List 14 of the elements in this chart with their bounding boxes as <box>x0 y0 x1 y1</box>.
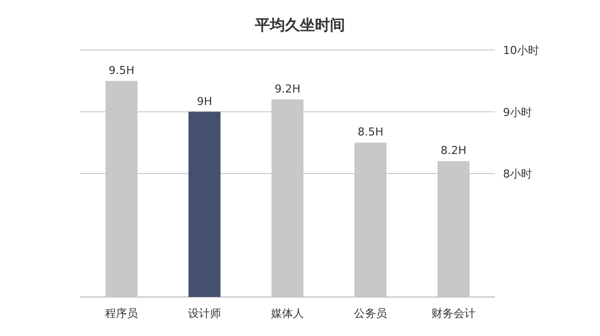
y-tick-label: 10小时 <box>503 44 539 57</box>
data-label: 9.5H <box>108 64 134 77</box>
x-tick-label: 程序员 <box>105 307 138 320</box>
data-label: 9H <box>196 94 212 108</box>
x-tick-label: 媒体人 <box>271 307 304 320</box>
chart-title: 平均久坐时间 <box>254 16 345 34</box>
x-tick-label: 公务员 <box>354 307 387 320</box>
y-tick-label: 8小时 <box>503 168 532 180</box>
x-tick-label: 设计师 <box>188 307 221 320</box>
data-label: 9.2H <box>274 82 300 96</box>
y-tick-label: 9小时 <box>503 106 532 119</box>
data-label: 8.2H <box>440 144 466 158</box>
x-tick-label: 财务会计 <box>432 307 476 320</box>
data-label: 8.5H <box>358 126 384 139</box>
